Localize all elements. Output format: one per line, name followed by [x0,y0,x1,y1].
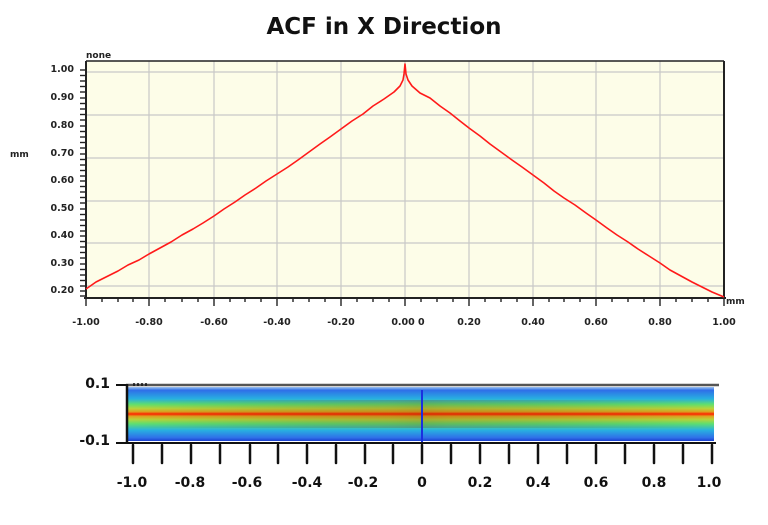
y-tick-label: 0.70 [50,148,74,159]
heatmap-x-tick-label: -0.8 [174,475,206,491]
x-tick-label: -0.80 [135,317,163,328]
y-tick-label: 1.00 [50,64,74,75]
y-tick-label: 0.50 [50,203,74,214]
x-tick-label: 0.40 [521,317,545,328]
x-tick-label: 0.60 [584,317,608,328]
x-tick-label: -0.60 [200,317,228,328]
y-tick-label: 0.30 [50,258,74,269]
x-tick-label: 0.20 [457,317,481,328]
x-axis-ticks [85,298,725,306]
heatmap-x-tick-label: -1.0 [116,475,148,491]
y-tick-label: 0.20 [50,285,74,296]
y-tick-label: 0.40 [50,230,74,241]
x-axis-unit-label: mm [726,297,745,307]
y-axis-label: mm [10,150,29,160]
heatmap-x-tick-label: 0.4 [525,475,551,491]
heatmap-area [116,383,719,465]
x-tick-label: -0.20 [327,317,355,328]
x-tick-label: 1.00 [712,317,736,328]
heatmap-x-tick-label: 0.8 [641,475,667,491]
x-tick-label: -0.40 [263,317,291,328]
heatmap-x-tick-label: 0 [417,475,427,491]
heatmap-x-tick-label: -0.6 [231,475,263,491]
heatmap-y-tick-label: -0.1 [79,433,110,449]
chart-title: ACF in X Direction [266,14,502,40]
heatmap-x-tick-label: 0.6 [583,475,609,491]
y-tick-label: 0.90 [50,92,74,103]
heatmap-x-ticks [131,443,714,465]
heatmap-x-tick-label: -0.2 [347,475,379,491]
y-tick-label: 0.80 [50,120,74,131]
heatmap-x-tick-label: 1.0 [696,475,722,491]
x-tick-label: 0.80 [648,317,672,328]
x-tick-label: -1.00 [72,317,100,328]
x-tick-label: 0.00 0 [391,317,425,328]
heatmap-x-tick-label: -0.4 [291,475,323,491]
acf-curve [85,63,725,298]
y-tick-label: 0.60 [50,175,74,186]
y-axis-ticks [80,69,86,297]
line-plot-area [80,60,726,306]
heatmap-y-tick-label: 0.1 [85,376,110,392]
heatmap-x-tick-label: 0.2 [467,475,493,491]
y-unit-top-label: none [86,51,112,61]
vertical-gridlines [148,61,661,297]
